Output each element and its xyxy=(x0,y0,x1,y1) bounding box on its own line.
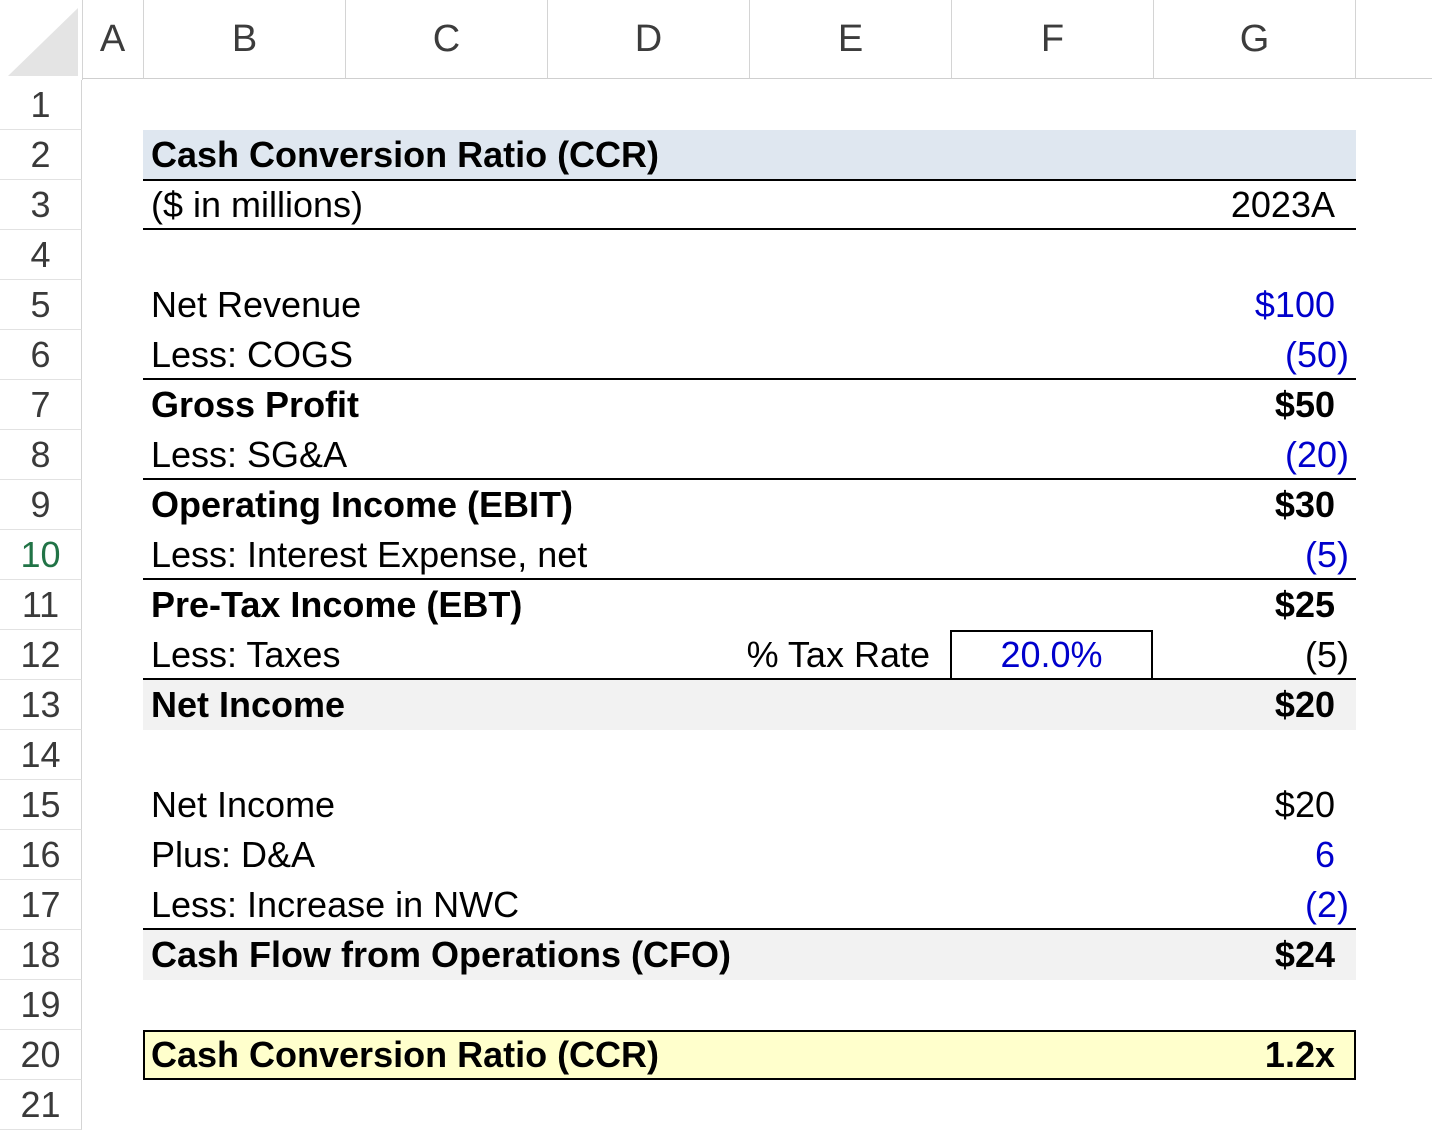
row-header-17[interactable]: 17 xyxy=(0,880,82,930)
net-revenue-value[interactable]: $100 xyxy=(1254,284,1335,325)
column-header-b[interactable]: B xyxy=(144,0,346,79)
gross-profit-rule xyxy=(143,378,1356,380)
row-header-18[interactable]: 18 xyxy=(0,930,82,980)
da-label[interactable]: Plus: D&A xyxy=(151,834,316,875)
tax-rate-input[interactable]: 20.0% xyxy=(950,630,1153,680)
net-income-label[interactable]: Net Income xyxy=(151,684,346,725)
cfo-label[interactable]: Cash Flow from Operations (CFO) xyxy=(151,934,732,975)
taxes-label[interactable]: Less: Taxes xyxy=(151,634,341,675)
nwc-label[interactable]: Less: Increase in NWC xyxy=(151,884,520,925)
row-header-13[interactable]: 13 xyxy=(0,680,82,730)
interest-label[interactable]: Less: Interest Expense, net xyxy=(151,534,588,575)
row-header-7[interactable]: 7 xyxy=(0,380,82,430)
row-header-11[interactable]: 11 xyxy=(0,580,82,630)
select-all-corner[interactable] xyxy=(0,0,83,80)
period-label[interactable]: 2023A xyxy=(1230,184,1335,225)
row-header-1[interactable]: 1 xyxy=(0,80,82,130)
net-revenue-label[interactable]: Net Revenue xyxy=(151,284,362,325)
ebt-label[interactable]: Pre-Tax Income (EBT) xyxy=(151,584,523,625)
cogs-label[interactable]: Less: COGS xyxy=(151,334,354,375)
ebit-label[interactable]: Operating Income (EBIT) xyxy=(151,484,574,525)
column-header-g[interactable]: G xyxy=(1154,0,1356,79)
ccr-label[interactable]: Cash Conversion Ratio (CCR) xyxy=(151,1034,660,1075)
units-label[interactable]: ($ in millions) xyxy=(151,184,364,225)
nwc-value[interactable]: (2) xyxy=(1305,884,1349,925)
cfo-rule xyxy=(143,928,1356,930)
row-header-21[interactable]: 21 xyxy=(0,1080,82,1130)
sga-value[interactable]: (20) xyxy=(1284,434,1349,475)
net-income-band xyxy=(143,680,1356,730)
column-header-h[interactable] xyxy=(1356,0,1432,79)
row-header-14[interactable]: 14 xyxy=(0,730,82,780)
gross-profit-value[interactable]: $50 xyxy=(1274,384,1335,425)
column-header-bar: A B C D E F G xyxy=(0,0,1432,80)
row-header-8[interactable]: 8 xyxy=(0,430,82,480)
cf-net-income-value[interactable]: $20 xyxy=(1274,784,1335,825)
ebit-value[interactable]: $30 xyxy=(1274,484,1335,525)
tax-rate-label[interactable]: % Tax Rate xyxy=(746,634,930,675)
column-header-d[interactable]: D xyxy=(548,0,750,79)
row-header-12[interactable]: 12 xyxy=(0,630,82,680)
row-header-19[interactable]: 19 xyxy=(0,980,82,1030)
row-header-16[interactable]: 16 xyxy=(0,830,82,880)
row-header-15[interactable]: 15 xyxy=(0,780,82,830)
cfo-value[interactable]: $24 xyxy=(1274,934,1335,975)
column-header-f[interactable]: F xyxy=(952,0,1154,79)
ebt-rule xyxy=(143,578,1356,580)
units-rule xyxy=(143,228,1356,230)
ccr-result-box xyxy=(143,1030,1356,1080)
cf-net-income-label[interactable]: Net Income xyxy=(151,784,336,825)
column-header-a[interactable]: A xyxy=(82,0,144,79)
net-income-rule xyxy=(143,678,1356,680)
column-header-e[interactable]: E xyxy=(750,0,952,79)
row-header-4[interactable]: 4 xyxy=(0,230,82,280)
net-income-value[interactable]: $20 xyxy=(1274,684,1335,725)
gross-profit-label[interactable]: Gross Profit xyxy=(151,384,360,425)
interest-value[interactable]: (5) xyxy=(1305,534,1349,575)
cogs-value[interactable]: (50) xyxy=(1284,334,1349,375)
row-header-2[interactable]: 2 xyxy=(0,130,82,180)
title-band xyxy=(143,130,1356,180)
ccr-value[interactable]: 1.2x xyxy=(1264,1034,1335,1075)
row-header-5[interactable]: 5 xyxy=(0,280,82,330)
sheet-title[interactable]: Cash Conversion Ratio (CCR) xyxy=(151,134,660,175)
row-header-9[interactable]: 9 xyxy=(0,480,82,530)
ebit-rule xyxy=(143,478,1356,480)
taxes-value[interactable]: (5) xyxy=(1305,634,1349,675)
da-value[interactable]: 6 xyxy=(1314,834,1335,875)
ebt-value[interactable]: $25 xyxy=(1274,584,1335,625)
row-header-10[interactable]: 10 xyxy=(0,530,82,580)
cfo-band xyxy=(143,930,1356,980)
sga-label[interactable]: Less: SG&A xyxy=(151,434,348,475)
row-header-20[interactable]: 20 xyxy=(0,1030,82,1080)
row-header-6[interactable]: 6 xyxy=(0,330,82,380)
column-header-c[interactable]: C xyxy=(346,0,548,79)
row-header-3[interactable]: 3 xyxy=(0,180,82,230)
title-rule xyxy=(143,179,1356,181)
